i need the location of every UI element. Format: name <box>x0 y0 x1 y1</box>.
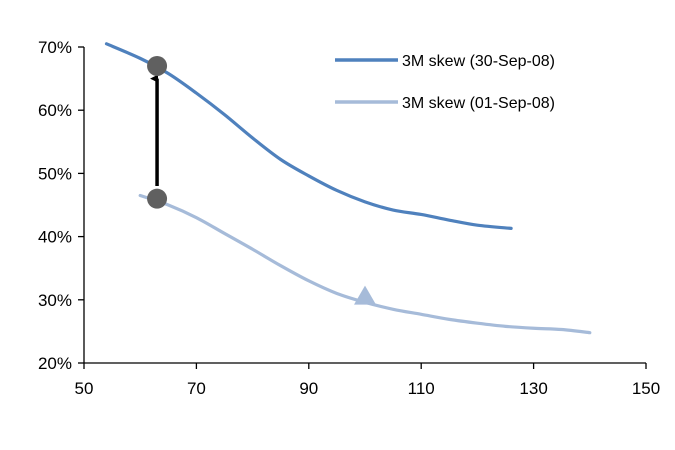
marker-triangle <box>354 285 376 305</box>
y-tick-label: 50% <box>38 164 72 183</box>
x-tick-label: 150 <box>632 379 660 398</box>
x-tick-label: 50 <box>75 379 94 398</box>
tick-labels: 20% 30% 40% 50% 60% 70% 50 70 90 110 130 150 <box>38 38 660 398</box>
y-tick-label: 40% <box>38 228 72 247</box>
y-tick-label: 60% <box>38 101 72 120</box>
legend: 3M skew (30-Sep-08) 3M skew (01-Sep-08) <box>335 53 555 112</box>
x-tick-label: 70 <box>187 379 206 398</box>
axes <box>78 46 647 369</box>
marker-circle <box>147 188 168 209</box>
series-line-1 <box>104 42 513 230</box>
series-line-2 <box>138 193 592 335</box>
y-tick-label: 30% <box>38 291 72 310</box>
y-tick-label: 20% <box>38 354 72 373</box>
annotations <box>147 55 376 305</box>
y-tick-label: 70% <box>38 38 72 57</box>
legend-label-2: 3M skew (01-Sep-08) <box>402 95 555 112</box>
series-lines <box>104 42 592 335</box>
x-tick-label: 90 <box>299 379 318 398</box>
x-tick-label: 130 <box>519 379 547 398</box>
x-tick-label: 110 <box>408 379 435 398</box>
legend-label-1: 3M skew (30-Sep-08) <box>402 53 555 70</box>
marker-circle <box>147 55 168 76</box>
